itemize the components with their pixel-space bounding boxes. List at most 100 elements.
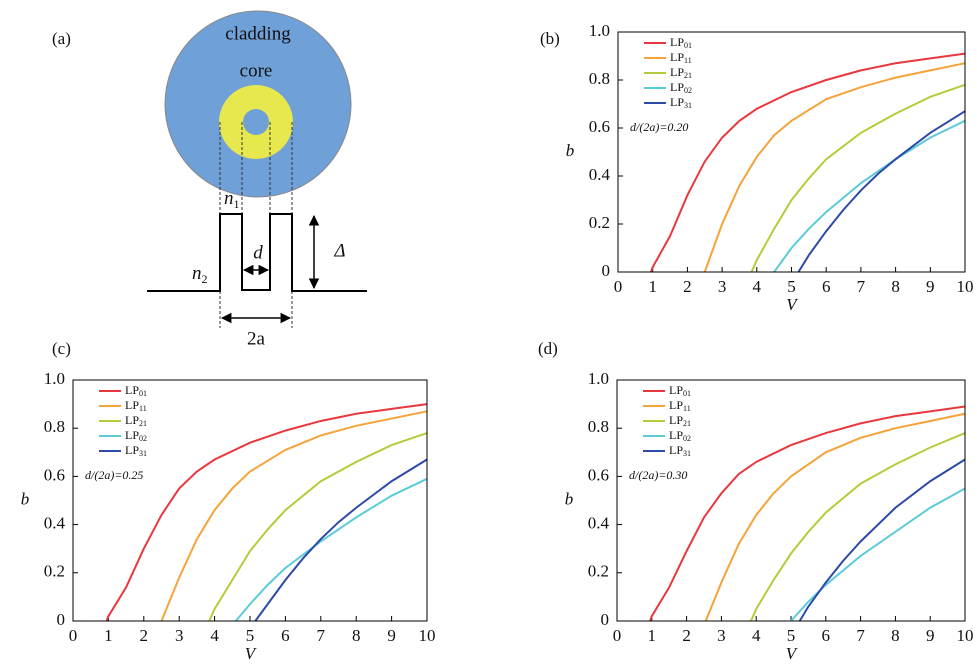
y-tick-label: 0.4 bbox=[44, 514, 66, 533]
x-tick-label: 6 bbox=[822, 626, 831, 645]
n1-label: n1 bbox=[224, 188, 240, 210]
y-tick-label: 0 bbox=[601, 610, 610, 629]
x-tick-label: 6 bbox=[822, 277, 831, 296]
x-tick-label: 1 bbox=[648, 277, 657, 296]
series-line bbox=[773, 119, 966, 273]
x-tick-label: 9 bbox=[387, 626, 396, 645]
y-tick-label: 0.6 bbox=[589, 117, 610, 136]
y-tick-label: 0 bbox=[602, 261, 611, 280]
legend-label: LP02 bbox=[125, 428, 147, 443]
series-line bbox=[797, 110, 966, 273]
y-tick-label: 0.8 bbox=[588, 417, 609, 436]
x-tick-label: 3 bbox=[717, 626, 726, 645]
diagram: (a) cladding core n1 n2 d Δ 2a bbox=[52, 10, 367, 349]
core-label: core bbox=[240, 60, 273, 81]
legend-label: LP01 bbox=[669, 383, 691, 398]
y-tick-label: 1.0 bbox=[44, 369, 65, 388]
plot-frame bbox=[617, 31, 966, 273]
legend-label: LP11 bbox=[670, 50, 692, 65]
series-line bbox=[703, 62, 966, 273]
y-axis-label: b bbox=[565, 489, 574, 508]
x-tick-label: 6 bbox=[281, 626, 290, 645]
series-line bbox=[105, 403, 428, 622]
x-axis-label: V bbox=[245, 644, 258, 663]
subscript: 2 bbox=[202, 272, 208, 286]
width-label: 2a bbox=[247, 328, 266, 349]
legend-label: LP11 bbox=[669, 398, 691, 413]
legend-label: LP21 bbox=[125, 413, 147, 428]
y-tick-label: 0.6 bbox=[588, 465, 609, 484]
x-tick-label: 1 bbox=[104, 626, 113, 645]
panel-label: (c) bbox=[52, 339, 71, 358]
y-tick-label: 1.0 bbox=[588, 369, 609, 388]
series-line bbox=[704, 412, 966, 622]
y-tick-label: 0.6 bbox=[44, 465, 65, 484]
x-tick-label: 5 bbox=[787, 277, 796, 296]
panel-label: (d) bbox=[538, 339, 558, 358]
series-line bbox=[649, 405, 966, 622]
x-tick-label: 7 bbox=[317, 626, 326, 645]
x-tick-label: 7 bbox=[856, 626, 865, 645]
panel-label: (b) bbox=[540, 29, 560, 48]
annotation: d/(2a)=0.20 bbox=[630, 120, 688, 134]
x-tick-label: 4 bbox=[752, 626, 761, 645]
annotation: d/(2a)=0.25 bbox=[85, 468, 143, 482]
annotation: d/(2a)=0.30 bbox=[629, 468, 687, 482]
x-tick-label: 10 bbox=[957, 626, 974, 645]
n2-label: n2 bbox=[192, 263, 208, 285]
index-profile bbox=[147, 213, 367, 292]
y-tick-label: 0.8 bbox=[589, 69, 610, 88]
y-axis-label: b bbox=[21, 489, 30, 508]
x-axis-label: V bbox=[786, 295, 799, 314]
panel-label: (a) bbox=[52, 29, 71, 48]
symbol: n bbox=[192, 263, 202, 284]
y-tick-label: 0.2 bbox=[44, 562, 65, 581]
legend-label: LP02 bbox=[669, 428, 691, 443]
x-tick-label: 10 bbox=[957, 277, 974, 296]
d-label: d bbox=[253, 242, 263, 263]
y-tick-label: 1.0 bbox=[589, 21, 610, 40]
x-tick-label: 10 bbox=[419, 626, 436, 645]
delta-label: Δ bbox=[333, 240, 345, 261]
legend-label: LP31 bbox=[669, 443, 691, 458]
x-tick-label: 9 bbox=[926, 626, 935, 645]
x-tick-label: 3 bbox=[718, 277, 727, 296]
legend-label: LP01 bbox=[670, 35, 692, 50]
x-tick-label: 5 bbox=[787, 626, 796, 645]
series-line bbox=[160, 410, 428, 622]
cladding-label: cladding bbox=[225, 23, 291, 44]
series-line bbox=[750, 83, 966, 273]
series-line bbox=[750, 432, 966, 622]
plot-frame bbox=[72, 379, 428, 622]
x-axis-label: V bbox=[786, 644, 799, 663]
series-line bbox=[650, 52, 966, 273]
series-line bbox=[798, 458, 966, 622]
symbol: n bbox=[224, 188, 234, 209]
legend-label: LP02 bbox=[670, 80, 692, 95]
x-tick-label: 4 bbox=[753, 277, 762, 296]
y-tick-label: 0.2 bbox=[588, 562, 609, 581]
x-tick-label: 7 bbox=[857, 277, 866, 296]
x-tick-label: 3 bbox=[175, 626, 184, 645]
series-line bbox=[208, 432, 428, 622]
x-tick-label: 8 bbox=[352, 626, 361, 645]
series-line bbox=[235, 477, 428, 622]
x-tick-label: 2 bbox=[682, 626, 691, 645]
x-tick-label: 8 bbox=[891, 626, 900, 645]
x-tick-label: 0 bbox=[614, 277, 623, 296]
x-tick-label: 8 bbox=[891, 277, 900, 296]
x-tick-label: 9 bbox=[926, 277, 935, 296]
legend-label: LP21 bbox=[669, 413, 691, 428]
core-hole bbox=[243, 109, 269, 135]
x-tick-label: 2 bbox=[683, 277, 692, 296]
y-tick-label: 0 bbox=[57, 610, 66, 629]
y-tick-label: 0.2 bbox=[589, 213, 610, 232]
x-tick-label: 4 bbox=[210, 626, 219, 645]
legend-label: LP01 bbox=[125, 383, 147, 398]
y-tick-label: 0.8 bbox=[44, 417, 65, 436]
y-tick-label: 0.4 bbox=[589, 165, 611, 184]
legend-label: LP31 bbox=[670, 95, 692, 110]
x-tick-label: 5 bbox=[246, 626, 255, 645]
series-line bbox=[254, 458, 428, 622]
